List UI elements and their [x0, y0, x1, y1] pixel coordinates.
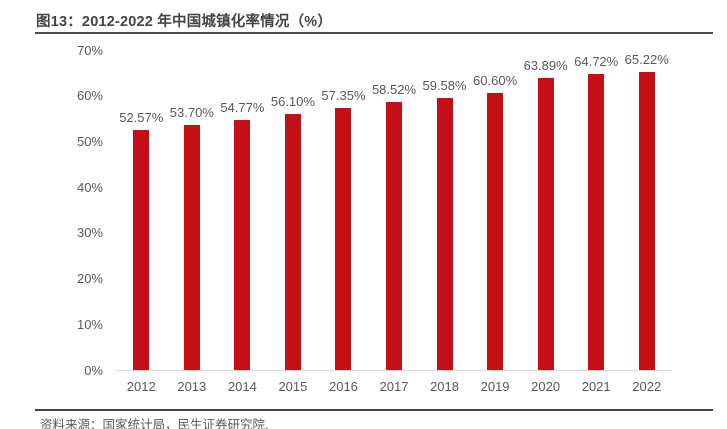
data-label-2015: 56.10% [270, 93, 315, 109]
x-axis-label-2020: 2020 [531, 379, 561, 394]
source-note: 资料来源：国家统计局，民生证券研究院. [40, 418, 269, 429]
bar-2014 [234, 119, 251, 370]
footer-divider [35, 409, 713, 411]
bar-2015 [284, 113, 301, 370]
y-axis-tick-label: 0% [84, 362, 103, 378]
data-label-2016: 57.35% [321, 87, 366, 103]
bar-2017 [386, 102, 402, 370]
x-axis-label-2014: 2014 [227, 379, 257, 394]
data-label-2018: 59.58% [422, 77, 467, 93]
y-axis-tick-label: 50% [76, 133, 103, 149]
y-axis-tick-label: 10% [76, 316, 103, 332]
bar-2012 [133, 129, 150, 370]
y-axis-tick-label: 30% [76, 225, 103, 241]
y-axis-tick-label: 70% [76, 42, 103, 58]
bar-2013 [183, 124, 200, 370]
x-axis-label-2012: 2012 [126, 379, 156, 394]
x-axis-label-2013: 2013 [177, 379, 207, 394]
x-axis-label-2021: 2021 [581, 379, 611, 394]
data-label-2017: 58.52% [371, 82, 417, 98]
bar-2019 [487, 92, 504, 370]
x-axis-label-2017: 2017 [379, 379, 409, 394]
data-label-2013: 53.70% [169, 104, 214, 120]
bar-2016 [335, 107, 352, 370]
x-axis-line [116, 370, 672, 371]
bar-2020 [537, 77, 554, 370]
data-label-2021: 64.72% [574, 54, 619, 70]
title-divider [35, 32, 713, 34]
data-label-2014: 54.77% [220, 99, 265, 115]
data-label-2022: 65.22% [624, 51, 669, 67]
bar-2018 [436, 97, 453, 370]
x-axis-label-2015: 2015 [278, 379, 308, 394]
data-label-2019: 60.60% [473, 72, 518, 88]
bar-2022 [638, 71, 655, 370]
bar-2021 [588, 74, 605, 370]
x-axis-label-2016: 2016 [328, 379, 358, 394]
urbanization-rate-bar-chart: 0% 10% 20% 30% 40% 50% 60% 70% 52.57% 2012 53.70% 2… [0, 36, 727, 401]
y-axis-tick-label: 60% [76, 88, 103, 104]
y-axis-tick-label: 20% [76, 271, 103, 287]
y-axis-tick-label: 40% [76, 179, 103, 195]
x-axis-label-2022: 2022 [632, 379, 662, 394]
figure-title: 图13：2012-2022 年中国城镇化率情况（%） [36, 14, 333, 30]
x-axis-label-2018: 2018 [430, 379, 459, 394]
x-axis-label-2019: 2019 [480, 379, 510, 394]
data-label-2020: 63.89% [523, 57, 568, 73]
data-label-2012: 52.57% [119, 109, 164, 125]
